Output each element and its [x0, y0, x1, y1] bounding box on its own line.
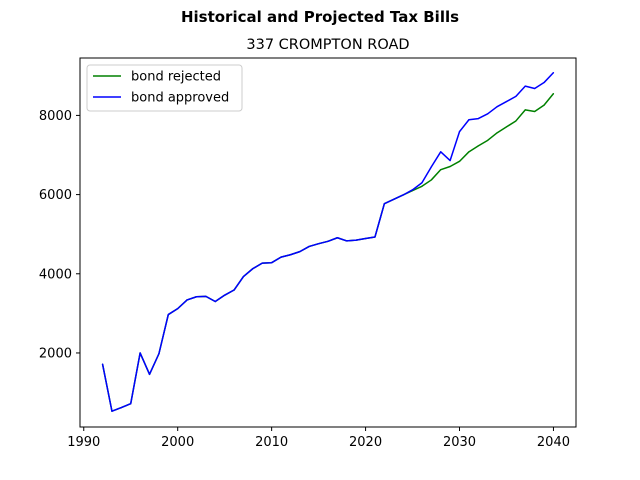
data-point-bond-approved — [411, 189, 414, 191]
data-point-bond-rejected — [543, 104, 545, 106]
data-point-bond-approved — [496, 106, 498, 108]
data-point-bond-approved — [318, 243, 320, 245]
data-point-bond-approved — [158, 353, 160, 355]
data-point-bond-approved — [468, 119, 470, 121]
data-point-bond-approved — [487, 113, 489, 115]
data-point-bond-approved — [130, 403, 132, 405]
data-point-bond-approved — [505, 100, 508, 103]
data-point-bond-approved — [477, 117, 479, 120]
data-point-bond-approved — [383, 203, 385, 205]
data-point-bond-approved — [421, 182, 423, 184]
data-point-bond-approved — [543, 81, 545, 84]
x-tick-label: 2020 — [349, 435, 382, 450]
plot-area-frame — [79, 57, 577, 428]
data-point-bond-rejected — [496, 132, 498, 134]
data-point-bond-rejected — [449, 165, 451, 168]
data-point-bond-approved — [430, 166, 432, 168]
data-point-bond-approved — [148, 373, 151, 375]
data-point-bond-rejected — [524, 109, 526, 111]
legend-label: bond approved — [131, 91, 229, 106]
data-point-bond-rejected — [477, 145, 479, 147]
data-point-bond-approved — [167, 313, 169, 316]
data-point-bond-approved — [214, 300, 216, 303]
data-point-bond-approved — [120, 406, 122, 409]
y-tick-label: 2000 — [39, 346, 72, 361]
data-point-bond-approved — [289, 254, 292, 256]
data-point-bond-approved — [195, 296, 198, 298]
data-point-bond-rejected — [468, 151, 470, 153]
data-point-bond-rejected — [430, 179, 432, 181]
data-point-bond-approved — [364, 237, 367, 240]
chart-title: 337 CROMPTON ROAD — [246, 37, 409, 53]
y-axis: 2000 4000 6000 8000 — [39, 109, 80, 361]
data-point-bond-rejected — [505, 126, 508, 128]
data-point-bond-approved — [186, 299, 188, 301]
data-point-bond-approved — [402, 194, 404, 196]
x-tick-label: 2000 — [161, 435, 194, 450]
data-point-bond-approved — [299, 251, 301, 253]
data-point-bond-approved — [280, 256, 282, 258]
data-point-bond-approved — [515, 95, 517, 98]
data-point-bond-approved — [374, 236, 376, 238]
data-point-bond-approved — [552, 72, 555, 74]
data-point-bond-rejected — [440, 169, 442, 171]
data-point-bond-approved — [393, 198, 395, 200]
data-point-bond-approved — [524, 85, 526, 87]
data-point-bond-approved — [458, 131, 461, 133]
data-point-bond-approved — [233, 289, 235, 291]
data-point-bond-approved — [271, 262, 273, 264]
data-point-bond-approved — [101, 363, 104, 365]
data-point-bond-approved — [177, 308, 179, 310]
x-tick-label: 2030 — [443, 435, 476, 450]
x-tick-label: 2010 — [255, 435, 288, 450]
data-point-bond-rejected — [458, 160, 461, 162]
chart-suptitle: Historical and Projected Tax Bills — [181, 8, 459, 26]
data-point-bond-approved — [111, 410, 113, 412]
data-point-bond-rejected — [552, 93, 555, 95]
data-point-bond-rejected — [515, 120, 517, 122]
x-tick-label: 1990 — [67, 435, 100, 450]
data-point-bond-approved — [224, 294, 226, 296]
data-point-bond-approved — [205, 295, 207, 297]
data-point-bond-approved — [327, 240, 329, 242]
data-point-bond-approved — [252, 268, 254, 270]
data-point-bond-rejected — [421, 185, 423, 187]
data-point-bond-rejected — [487, 139, 489, 141]
legend: bond rejected bond approved — [86, 64, 243, 112]
legend-box — [86, 64, 243, 112]
y-tick-label: 4000 — [39, 267, 72, 282]
data-point-bond-approved — [261, 262, 263, 264]
data-point-bond-approved — [336, 237, 338, 239]
y-tick-label: 8000 — [39, 109, 72, 124]
series-layer — [101, 72, 555, 412]
legend-label: bond rejected — [131, 70, 221, 85]
data-point-bond-approved — [534, 87, 536, 90]
data-point-bond-rejected — [534, 110, 536, 113]
data-point-bond-approved — [308, 245, 310, 248]
series-line-bond-rejected — [101, 93, 555, 412]
x-tick-label: 2040 — [537, 435, 570, 450]
x-axis: 1990 2000 2010 2020 2030 2040 — [67, 427, 570, 450]
data-point-bond-approved — [449, 159, 451, 162]
data-point-bond-approved — [346, 240, 348, 242]
data-point-bond-approved — [440, 151, 442, 153]
data-point-bond-approved — [139, 352, 141, 354]
data-point-bond-approved — [355, 239, 357, 241]
y-tick-label: 6000 — [39, 188, 72, 203]
data-point-bond-approved — [242, 275, 245, 278]
